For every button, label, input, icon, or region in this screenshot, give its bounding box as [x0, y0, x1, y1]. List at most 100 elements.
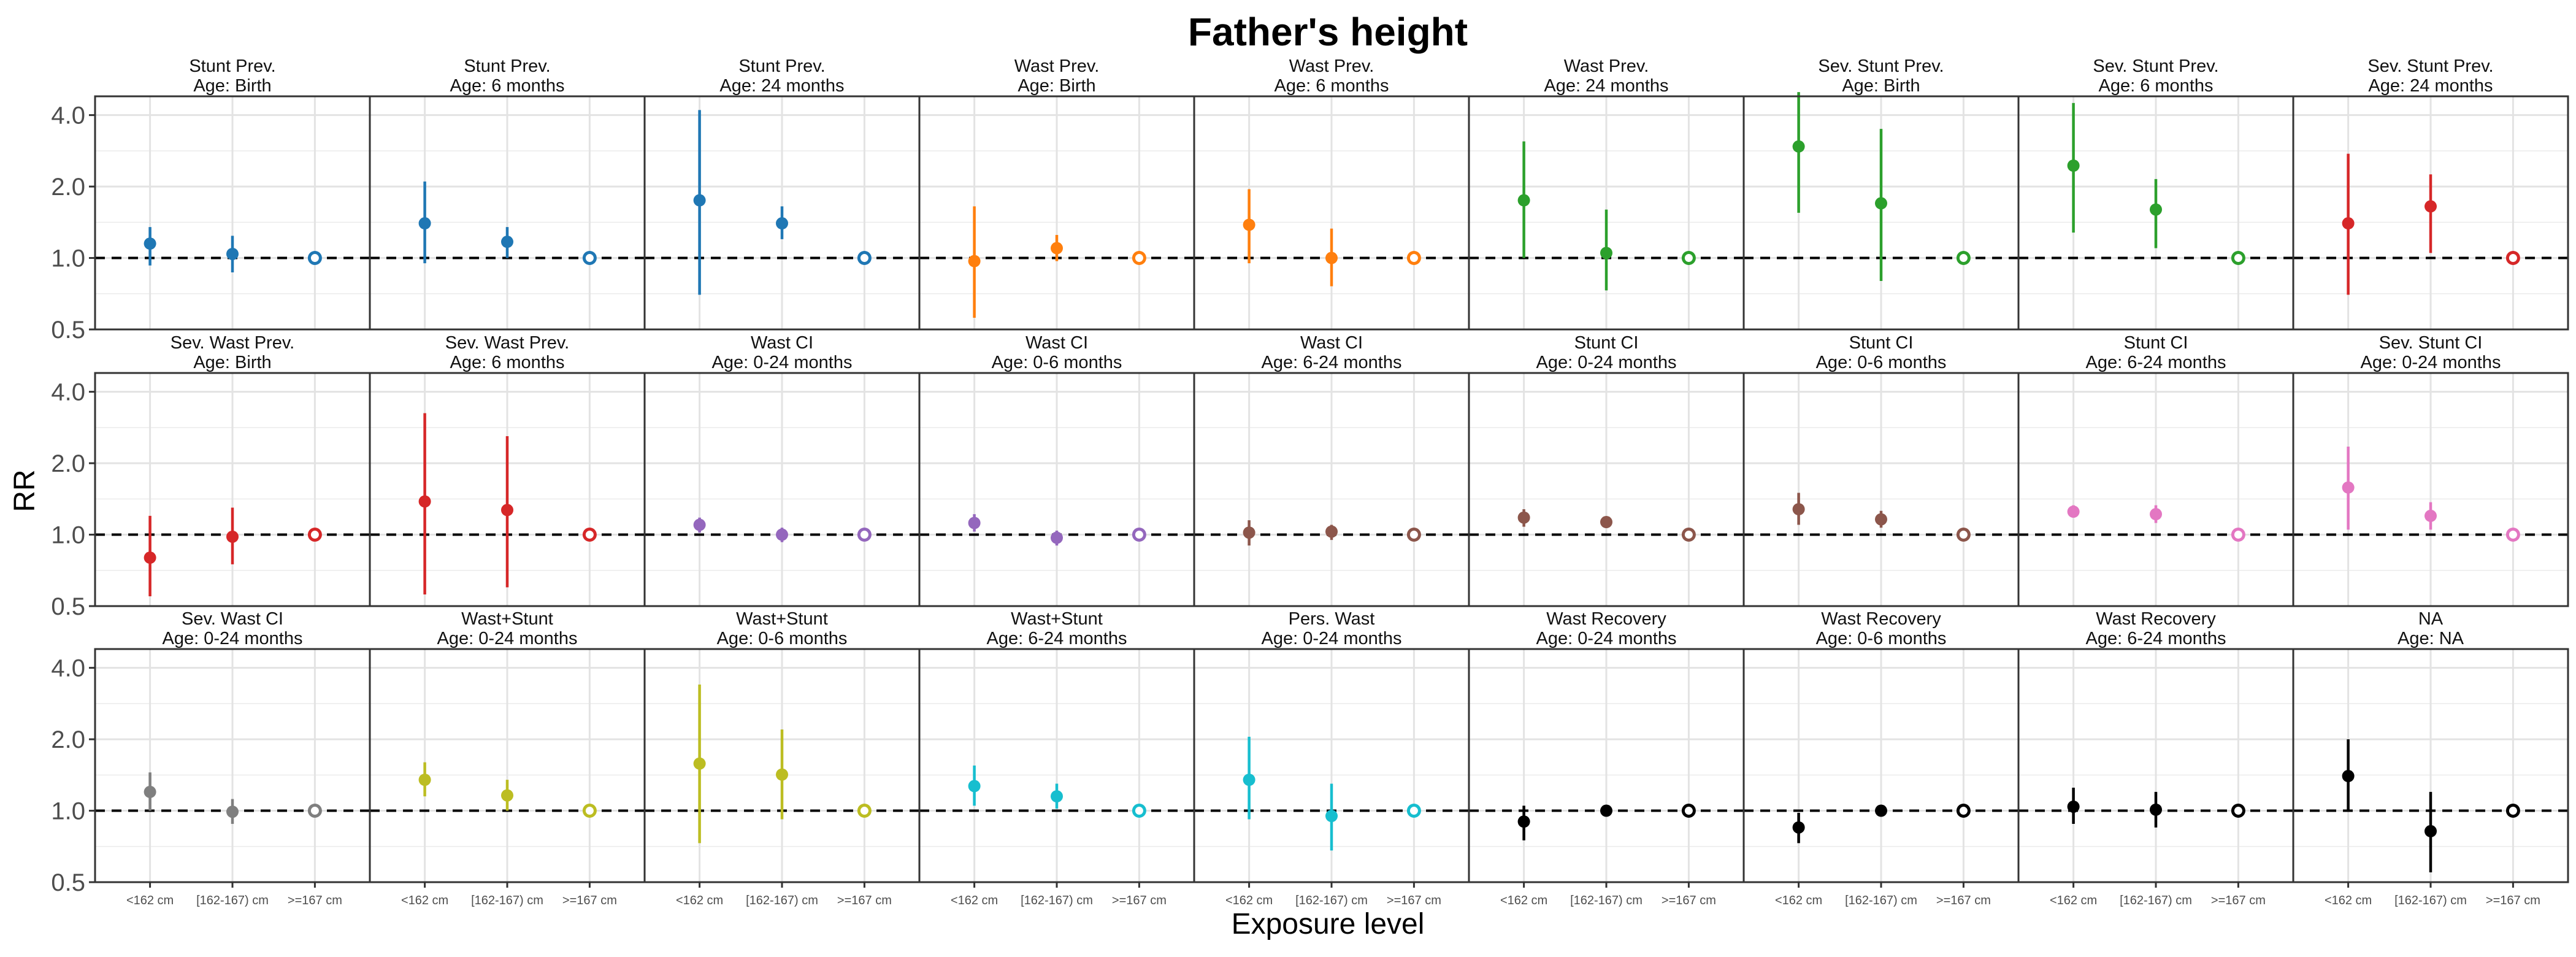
point-estimate	[226, 247, 239, 260]
y-tick-label: 4.0	[51, 655, 85, 682]
point-estimate	[144, 237, 156, 250]
panel-title-outcome: Wast+Stunt	[1011, 609, 1103, 629]
panel-title-outcome: Sev. Stunt Prev.	[1818, 56, 1944, 76]
panel-title-outcome: Wast Recovery	[2096, 609, 2216, 629]
point-estimate	[776, 528, 788, 541]
point-estimate	[1875, 197, 1887, 210]
reference-point	[1681, 804, 1696, 818]
reference-point	[582, 528, 597, 542]
panel-title-age: Age: 24 months	[2368, 76, 2493, 96]
facet-panel: Sev. Stunt Prev.Age: 6 months	[2017, 56, 2294, 331]
point-estimate	[1243, 774, 1255, 786]
panel-title-age: Age: 6 months	[450, 76, 565, 96]
panel-title-age: Age: 6-24 months	[2086, 353, 2226, 372]
y-axis-label: RR	[9, 469, 41, 512]
point-estimate	[144, 552, 156, 564]
panel-title-outcome: Wast Prev.	[1014, 56, 1100, 76]
reference-point	[307, 251, 322, 266]
point-estimate	[1600, 247, 1612, 259]
point-estimate	[968, 517, 981, 529]
reference-point	[857, 528, 872, 542]
panel-title-outcome: Stunt Prev.	[464, 56, 550, 76]
point-estimate	[1600, 804, 1612, 817]
y-tick-label: 0.5	[51, 593, 85, 620]
reference-point	[582, 251, 597, 266]
x-tick-label: [162-167) cm	[1021, 894, 1093, 907]
panel-title-outcome: Wast Prev.	[1564, 56, 1649, 76]
point-estimate	[1875, 513, 1887, 526]
panel-title-outcome: Sev. Wast Prev.	[171, 333, 295, 353]
panel-title-outcome: Stunt Prev.	[738, 56, 825, 76]
x-tick-label: >=167 cm	[1936, 894, 1991, 907]
x-tick-label: >=167 cm	[1112, 894, 1167, 907]
point-estimate	[968, 780, 981, 793]
x-tick-label: <162 cm	[1775, 894, 1822, 907]
facet-panel: Sev. Stunt Prev.Age: 24 months	[2292, 56, 2569, 331]
point-estimate	[1051, 242, 1063, 255]
x-tick-label: [162-167) cm	[2120, 894, 2192, 907]
panel-title-outcome: Pers. Wast	[1289, 609, 1375, 629]
point-estimate	[144, 785, 156, 798]
point-estimate	[693, 518, 706, 531]
reference-point	[1681, 528, 1696, 542]
reference-point	[307, 528, 322, 542]
panel-title-age: Age: 0-6 months	[992, 353, 1122, 372]
reference-point	[1406, 528, 1421, 542]
y-tick-label: 2.0	[51, 726, 85, 753]
point-estimate	[2067, 159, 2080, 172]
reference-point	[1132, 804, 1146, 818]
panel-title-age: Age: 6-24 months	[987, 629, 1127, 648]
panel-title-age: Age: Birth	[193, 353, 271, 372]
reference-point	[1132, 528, 1146, 542]
point-estimate	[1792, 140, 1805, 153]
panel-title-outcome: Sev. Wast Prev.	[445, 333, 570, 353]
panel-title-age: Age: NA	[2398, 629, 2464, 648]
panel-title-outcome: Wast CI	[1300, 333, 1363, 353]
panel-title-age: Age: 6 months	[450, 353, 565, 372]
point-estimate	[1517, 815, 1530, 828]
point-estimate	[1875, 804, 1887, 817]
point-estimate	[2342, 770, 2355, 783]
reference-point	[582, 804, 597, 818]
panel-border	[2292, 372, 2569, 607]
reference-point	[857, 251, 872, 266]
panel-title-outcome: Stunt CI	[2124, 333, 2188, 353]
panel-title-outcome: NA	[2418, 609, 2444, 629]
panel-title-age: Age: 0-24 months	[163, 629, 303, 648]
facet-panels: Stunt Prev. Age: Birth 0.5 1.0 2.0 4.0 Stunt P…	[51, 56, 2569, 907]
point-estimate	[2150, 203, 2162, 216]
point-estimate	[501, 504, 513, 517]
x-tick-label: [162-167) cm	[471, 894, 543, 907]
point-estimate	[1051, 531, 1063, 544]
y-tick-label: 0.5	[51, 317, 85, 344]
point-estimate	[1051, 790, 1063, 803]
reference-point	[857, 804, 872, 818]
x-tick-label: <162 cm	[126, 894, 174, 907]
panel-title-outcome: Stunt CI	[1574, 333, 1639, 353]
x-tick-label: <162 cm	[2050, 894, 2097, 907]
reference-point	[1406, 804, 1421, 818]
panel-title-age: Age: 0-24 months	[2361, 353, 2501, 372]
y-tick-label: 1.0	[51, 522, 85, 549]
panel-title-age: Age: 6-24 months	[1262, 353, 1402, 372]
x-tick-label: [162-167) cm	[1570, 894, 1643, 907]
reference-point	[2505, 804, 2520, 818]
point-estimate	[1243, 218, 1255, 231]
panel-title-age: Age: 0-24 months	[1262, 629, 1402, 648]
panel-title-outcome: Wast CI	[1025, 333, 1088, 353]
panel-title-age: Age: 0-24 months	[437, 629, 578, 648]
point-estimate	[693, 194, 706, 207]
panel-title-age: Age: 0-24 months	[1536, 629, 1677, 648]
panel-title-age: Age: 6 months	[2099, 76, 2214, 96]
reference-point	[307, 804, 322, 818]
point-estimate	[776, 768, 788, 781]
facet-panel: Stunt Prev.Age: 6 months	[369, 56, 646, 331]
